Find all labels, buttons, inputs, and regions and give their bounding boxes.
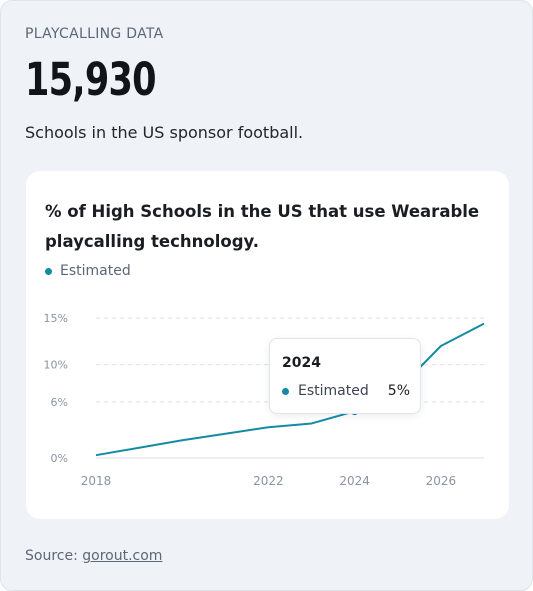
- big-number: 15,930: [25, 53, 157, 106]
- legend-label: Estimated: [60, 263, 131, 279]
- chart-tooltip: 2024 Estimated 5%: [269, 338, 421, 414]
- legend-dot-icon: [45, 267, 52, 275]
- x-tick-label: 2022: [253, 474, 284, 488]
- chart-title: % of High Schools in the US that use Wea…: [45, 202, 480, 251]
- source-line: Source: gorout.com: [25, 548, 162, 564]
- x-tick-label: 2026: [426, 474, 457, 488]
- x-tick-label: 2024: [339, 474, 370, 488]
- tooltip-value: 5%: [387, 383, 410, 399]
- tooltip-year: 2024: [282, 355, 321, 371]
- line-chart[interactable]: 0% 6% 10% 15% 2018 2022 2024 2026: [26, 171, 509, 519]
- y-tick-label: 15%: [44, 312, 68, 325]
- x-tick-label: 2018: [81, 474, 112, 488]
- source-label: Source:: [25, 548, 78, 564]
- section-kicker: PLAYCALLING DATA: [25, 26, 164, 42]
- source-link[interactable]: gorout.com: [82, 548, 163, 564]
- tooltip-row: Estimated 5%: [282, 383, 410, 399]
- chart-card: % of High Schools in the US that use Wea…: [26, 171, 509, 519]
- tooltip-series: Estimated: [298, 383, 369, 399]
- y-tick-label: 10%: [44, 359, 68, 372]
- y-tick-label: 0%: [51, 452, 68, 465]
- stat-subtitle: Schools in the US sponsor football.: [25, 123, 304, 142]
- y-tick-label: 6%: [51, 396, 68, 409]
- chart-legend[interactable]: Estimated: [45, 263, 131, 279]
- tooltip-dot-icon: [282, 387, 289, 395]
